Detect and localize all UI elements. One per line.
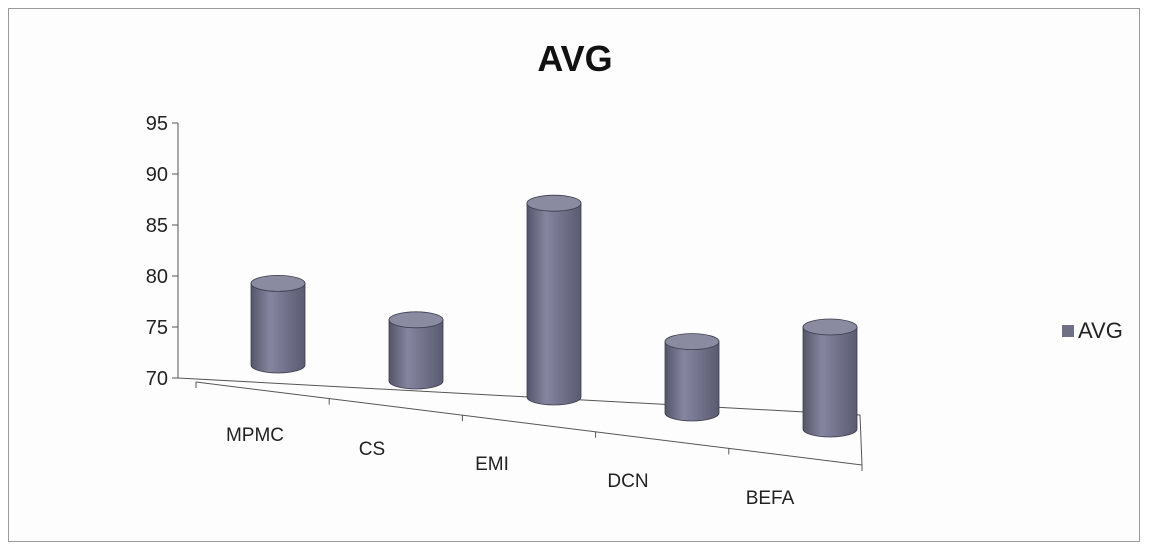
y-tick-label: 70 — [146, 368, 168, 390]
y-tick-label: 85 — [146, 215, 168, 237]
bar-body — [250, 283, 306, 374]
bar-top — [388, 311, 444, 329]
bar-dcn — [664, 333, 720, 422]
bar-top — [802, 318, 858, 336]
x-tick-label: MPMC — [226, 425, 284, 446]
bar-body — [526, 202, 582, 406]
y-tick-label: 95 — [146, 113, 168, 135]
y-tick-label: 75 — [146, 317, 168, 339]
legend-label: AVG — [1078, 318, 1123, 343]
x-axis-line — [195, 381, 863, 466]
y-tick-label: 90 — [146, 164, 168, 186]
bar-body — [802, 326, 858, 438]
legend-swatch — [1062, 325, 1074, 337]
y-tick-label: 80 — [146, 266, 168, 288]
chart-title: AVG — [537, 38, 613, 79]
x-tick-label: EMI — [475, 454, 509, 475]
floor-back-edge — [177, 377, 863, 466]
bar-mpmc — [250, 274, 306, 374]
bar-cs — [388, 311, 444, 390]
bar-body — [388, 319, 444, 390]
x-tick-label: CS — [359, 439, 385, 460]
bar-top — [250, 274, 306, 292]
bar-befa — [802, 318, 858, 438]
bar-emi — [526, 194, 582, 406]
bar-top — [526, 194, 582, 212]
bar-top — [664, 333, 720, 351]
x-tick-label: DCN — [607, 471, 648, 492]
legend: AVG — [1062, 318, 1123, 344]
bar-body — [664, 341, 720, 422]
x-tick-label: BEFA — [746, 488, 795, 509]
